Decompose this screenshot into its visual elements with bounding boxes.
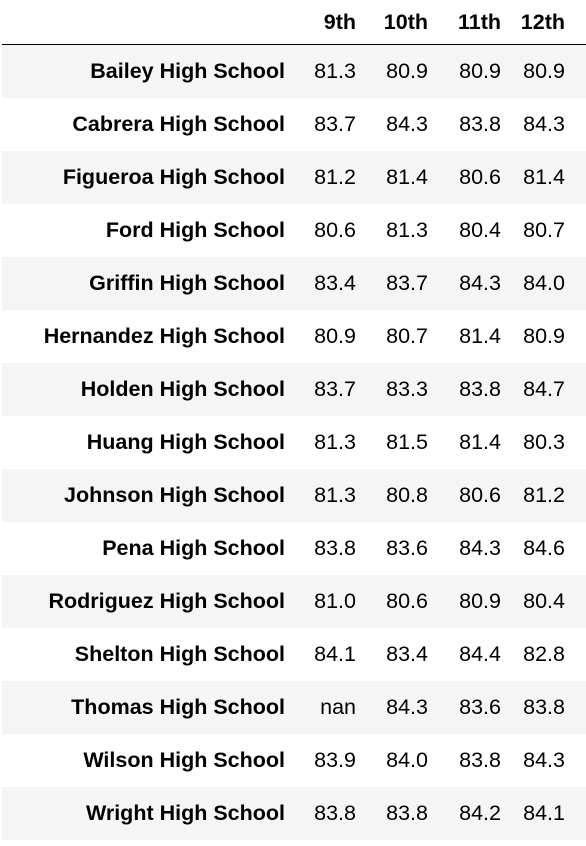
table-cell-12th: 84.1: [523, 801, 565, 825]
table-cell-11th: 84.3: [459, 271, 501, 295]
table-row: Wright High School 83.8 83.8 84.2 84.1: [2, 787, 586, 840]
table-header-row: 9th 10th 11th 12th: [2, 0, 586, 45]
table-cell-12th: 81.2: [523, 483, 565, 507]
table-cell-10th: 84.0: [386, 748, 428, 772]
column-header-12th: 12th: [520, 9, 565, 34]
table-cell-12th: 84.3: [523, 112, 565, 136]
table-cell-9th: 81.2: [314, 165, 356, 189]
table-cell-9th: 80.9: [314, 324, 356, 348]
table-cell-11th: 84.2: [459, 801, 501, 825]
table-cell-12th: 84.6: [523, 536, 565, 560]
table-cell-11th: 83.6: [459, 695, 501, 719]
row-label-school: Figueroa High School: [62, 165, 285, 189]
table-cell-11th: 81.4: [459, 324, 501, 348]
table-cell-12th: 80.7: [523, 218, 565, 242]
column-header-9th: 9th: [323, 9, 356, 34]
table-row: Shelton High School 84.1 83.4 84.4 82.8: [2, 628, 586, 681]
table-cell-11th: 80.6: [459, 165, 501, 189]
table-cell-12th: 80.4: [523, 589, 565, 613]
table-cell-10th: 80.8: [386, 483, 428, 507]
table-cell-9th: 83.4: [314, 271, 356, 295]
table-cell-10th: 83.6: [386, 536, 428, 560]
table-body: Bailey High School 81.3 80.9 80.9 80.9 Cabrer…: [2, 45, 586, 840]
table-row: Rodriguez High School 81.0 80.6 80.9 80.4: [2, 575, 586, 628]
row-label-school: Pena High School: [102, 536, 285, 560]
column-header-10th: 10th: [383, 9, 428, 34]
row-label-school: Wilson High School: [83, 748, 285, 772]
table-cell-11th: 80.9: [459, 589, 501, 613]
table-cell-12th: 80.9: [523, 324, 565, 348]
table-cell-10th: 80.7: [386, 324, 428, 348]
row-label-school: Shelton High School: [74, 642, 285, 666]
column-header-11th: 11th: [457, 9, 501, 34]
table-row: Figueroa High School 81.2 81.4 80.6 81.4: [2, 151, 586, 204]
table-row: Griffin High School 83.4 83.7 84.3 84.0: [2, 257, 586, 310]
table-cell-10th: 80.6: [386, 589, 428, 613]
table-cell-9th: 81.3: [314, 483, 356, 507]
table-row: Hernandez High School 80.9 80.7 81.4 80.9: [2, 310, 586, 363]
table-cell-10th: 83.7: [386, 271, 428, 295]
table-cell-11th: 83.8: [459, 112, 501, 136]
row-label-school: Johnson High School: [64, 483, 285, 507]
table-cell-12th: 82.8: [523, 642, 565, 666]
table-cell-10th: 84.3: [386, 695, 428, 719]
table-cell-10th: 81.5: [386, 430, 428, 454]
table-cell-12th: 80.9: [523, 59, 565, 83]
table-cell-11th: 80.6: [459, 483, 501, 507]
table-cell-10th: 83.8: [386, 801, 428, 825]
table-cell-11th: 84.3: [459, 536, 501, 560]
table-row: Pena High School 83.8 83.6 84.3 84.6: [2, 522, 586, 575]
table-cell-10th: 81.4: [386, 165, 428, 189]
table-cell-12th: 81.4: [523, 165, 565, 189]
table-row: Bailey High School 81.3 80.9 80.9 80.9: [2, 45, 586, 98]
table-cell-9th: 81.0: [314, 589, 356, 613]
row-label-school: Ford High School: [105, 218, 285, 242]
table-cell-9th: 83.7: [314, 377, 356, 401]
table-cell-9th: nan: [320, 695, 356, 719]
table-cell-9th: 81.3: [314, 430, 356, 454]
table-row: Ford High School 80.6 81.3 80.4 80.7: [2, 204, 586, 257]
table-row: Thomas High School nan 84.3 83.6 83.8: [2, 681, 586, 734]
table-cell-9th: 83.8: [314, 801, 356, 825]
table-cell-10th: 83.3: [386, 377, 428, 401]
table-cell-11th: 81.4: [459, 430, 501, 454]
table-cell-12th: 80.3: [523, 430, 565, 454]
table-row: Huang High School 81.3 81.5 81.4 80.3: [2, 416, 586, 469]
table-row: Wilson High School 83.9 84.0 83.8 84.3: [2, 734, 586, 787]
table-row: Johnson High School 81.3 80.8 80.6 81.2: [2, 469, 586, 522]
table-cell-11th: 80.9: [459, 59, 501, 83]
table-cell-10th: 81.3: [386, 218, 428, 242]
table-cell-10th: 83.4: [386, 642, 428, 666]
table-row: Cabrera High School 83.7 84.3 83.8 84.3: [2, 98, 586, 151]
table-cell-9th: 81.3: [314, 59, 356, 83]
table-cell-9th: 83.8: [314, 536, 356, 560]
table-cell-12th: 84.0: [523, 271, 565, 295]
table-cell-11th: 80.4: [459, 218, 501, 242]
table-cell-9th: 83.7: [314, 112, 356, 136]
table-cell-12th: 84.7: [523, 377, 565, 401]
row-label-school: Wright High School: [85, 801, 285, 825]
table-cell-11th: 83.8: [459, 377, 501, 401]
row-label-school: Holden High School: [80, 377, 285, 401]
row-label-school: Hernandez High School: [43, 324, 285, 348]
table-cell-11th: 84.4: [459, 642, 501, 666]
table-row: Holden High School 83.7 83.3 83.8 84.7: [2, 363, 586, 416]
table-cell-10th: 80.9: [386, 59, 428, 83]
row-label-school: Cabrera High School: [72, 112, 285, 136]
table-cell-9th: 84.1: [314, 642, 356, 666]
row-label-school: Griffin High School: [89, 271, 285, 295]
row-label-school: Bailey High School: [90, 59, 285, 83]
row-label-school: Rodriguez High School: [48, 589, 286, 613]
row-label-school: Huang High School: [86, 430, 285, 454]
table-cell-12th: 84.3: [523, 748, 565, 772]
table-cell-12th: 83.8: [523, 695, 565, 719]
row-label-school: Thomas High School: [71, 695, 285, 719]
table-cell-9th: 83.9: [314, 748, 356, 772]
table-cell-9th: 80.6: [314, 218, 356, 242]
table-cell-11th: 83.8: [459, 748, 501, 772]
table-cell-10th: 84.3: [386, 112, 428, 136]
